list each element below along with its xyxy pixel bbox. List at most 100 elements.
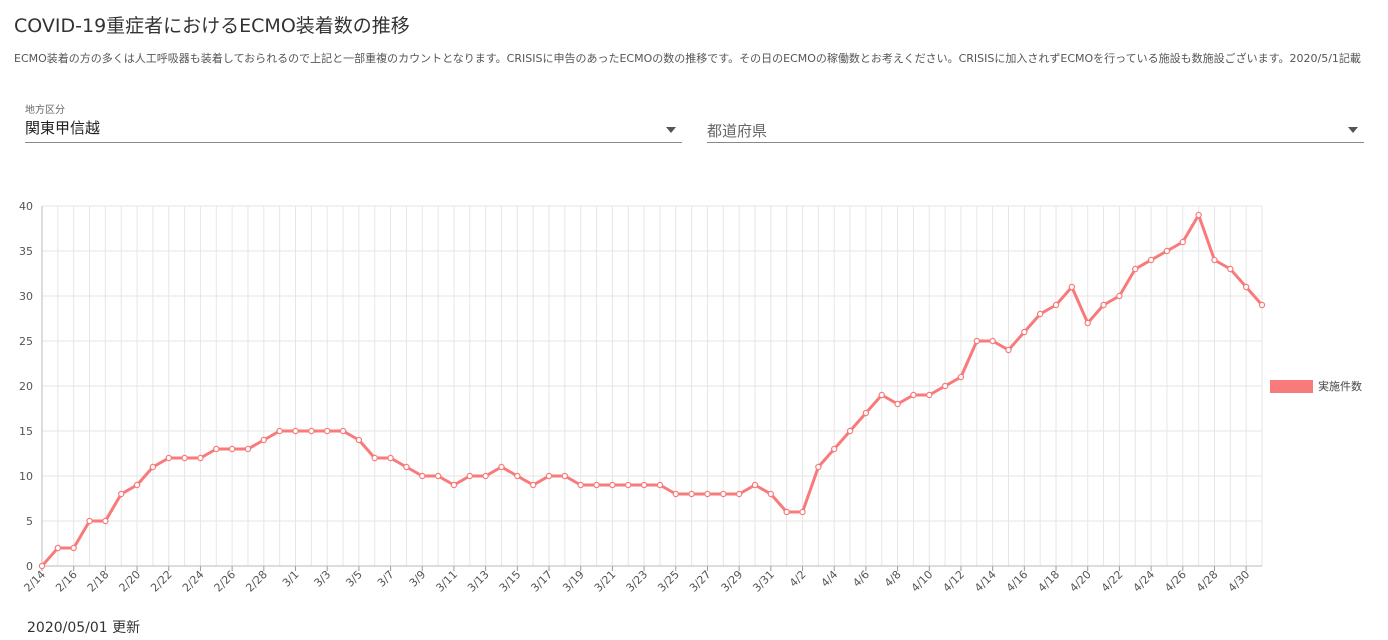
data-point[interactable] <box>387 454 394 462</box>
data-point[interactable] <box>450 481 458 489</box>
data-point[interactable] <box>1163 247 1171 255</box>
data-point[interactable] <box>973 337 981 345</box>
x-tick-label: 3/9 <box>407 568 429 590</box>
data-point[interactable] <box>118 490 125 498</box>
data-point[interactable] <box>672 490 679 498</box>
data-point[interactable] <box>1052 301 1060 309</box>
chart-description: ECMO装着の方の多くは人工呼吸器も装着しておられるので上記と一部重複のカウント… <box>14 52 1361 65</box>
data-point[interactable] <box>846 427 854 435</box>
data-point[interactable] <box>403 463 410 471</box>
data-point[interactable] <box>434 472 442 480</box>
data-point[interactable] <box>1195 211 1202 219</box>
data-point[interactable] <box>276 427 283 435</box>
data-point[interactable] <box>941 382 949 390</box>
data-point[interactable] <box>561 472 569 480</box>
region-select[interactable]: 地方区分 関東甲信越 <box>25 100 682 143</box>
data-point[interactable] <box>419 472 426 480</box>
data-point[interactable] <box>1036 310 1044 318</box>
data-point[interactable] <box>545 472 553 480</box>
data-point[interactable] <box>1100 301 1107 309</box>
data-point[interactable] <box>1068 283 1076 291</box>
data-point[interactable] <box>529 481 537 489</box>
data-point[interactable] <box>1132 265 1139 273</box>
x-tick-label: 4/20 <box>1067 568 1094 595</box>
data-point[interactable] <box>625 481 632 489</box>
x-tick-label: 4/30 <box>1226 568 1253 595</box>
data-point[interactable] <box>308 427 315 435</box>
data-point[interactable] <box>514 472 521 480</box>
data-point[interactable] <box>1258 301 1266 309</box>
data-point[interactable] <box>260 436 268 444</box>
data-point[interactable] <box>989 337 996 345</box>
data-point[interactable] <box>244 445 252 453</box>
chevron-down-icon[interactable] <box>1348 127 1358 133</box>
data-point[interactable] <box>1242 283 1250 291</box>
data-point[interactable] <box>894 400 901 408</box>
data-point[interactable] <box>783 508 790 516</box>
x-tick-label: 2/16 <box>53 568 80 595</box>
data-point[interactable] <box>735 490 743 498</box>
x-tick-label: 2/18 <box>85 568 112 595</box>
data-point[interactable] <box>1211 256 1218 264</box>
data-point[interactable] <box>1021 328 1028 336</box>
data-point[interactable] <box>339 427 347 435</box>
data-point[interactable] <box>323 427 331 435</box>
data-point[interactable] <box>228 445 236 453</box>
x-tick-label: 4/4 <box>819 568 841 590</box>
data-point[interactable] <box>197 454 204 462</box>
y-tick-label: 35 <box>19 245 33 258</box>
x-tick-label: 3/7 <box>375 568 397 590</box>
data-point[interactable] <box>1227 265 1234 273</box>
data-point[interactable] <box>815 463 822 471</box>
data-point[interactable] <box>1116 292 1123 300</box>
data-point[interactable] <box>1005 346 1012 354</box>
data-point[interactable] <box>831 445 838 453</box>
x-tick-label: 3/15 <box>497 568 524 595</box>
data-point[interactable] <box>213 445 220 453</box>
prefecture-select[interactable]: 都道府県 <box>707 100 1364 143</box>
data-point[interactable] <box>577 481 584 489</box>
data-point[interactable] <box>926 391 933 399</box>
x-tick-label: 3/5 <box>343 568 365 590</box>
data-point[interactable] <box>466 472 473 480</box>
legend-swatch <box>1270 380 1313 393</box>
data-point[interactable] <box>656 481 664 489</box>
data-point[interactable] <box>102 517 109 525</box>
data-point[interactable] <box>498 463 505 471</box>
data-point[interactable] <box>1084 319 1091 327</box>
data-point[interactable] <box>482 472 489 480</box>
data-point[interactable] <box>704 490 711 498</box>
data-point[interactable] <box>957 373 965 381</box>
data-point[interactable] <box>165 454 172 462</box>
data-point[interactable] <box>1147 256 1155 264</box>
data-point[interactable] <box>751 481 759 489</box>
data-point[interactable] <box>720 490 727 498</box>
x-tick-label: 3/19 <box>560 568 587 595</box>
data-point[interactable] <box>133 481 141 489</box>
data-point[interactable] <box>862 409 870 417</box>
data-point[interactable] <box>86 517 93 525</box>
data-point[interactable] <box>181 454 188 462</box>
data-point[interactable] <box>149 463 157 471</box>
x-tick-label: 3/13 <box>465 568 492 595</box>
data-point[interactable] <box>767 490 775 498</box>
chart-grid <box>41 205 1263 567</box>
x-tick-label: 3/23 <box>624 568 651 595</box>
region-select-value: 関東甲信越 <box>25 119 101 137</box>
data-point[interactable] <box>1179 238 1186 246</box>
data-point[interactable] <box>799 508 806 516</box>
data-point[interactable] <box>609 481 616 489</box>
data-point[interactable] <box>371 454 378 462</box>
data-point[interactable] <box>878 391 885 399</box>
data-point[interactable] <box>70 544 77 552</box>
data-point[interactable] <box>355 436 363 444</box>
chevron-down-icon[interactable] <box>666 127 676 133</box>
data-point[interactable] <box>640 481 648 489</box>
data-point[interactable] <box>38 562 46 570</box>
data-point[interactable] <box>910 391 917 399</box>
data-point[interactable] <box>688 490 695 498</box>
data-point[interactable] <box>54 544 62 552</box>
x-tick-label: 4/24 <box>1131 568 1158 595</box>
data-point[interactable] <box>593 481 600 489</box>
data-point[interactable] <box>292 427 299 435</box>
